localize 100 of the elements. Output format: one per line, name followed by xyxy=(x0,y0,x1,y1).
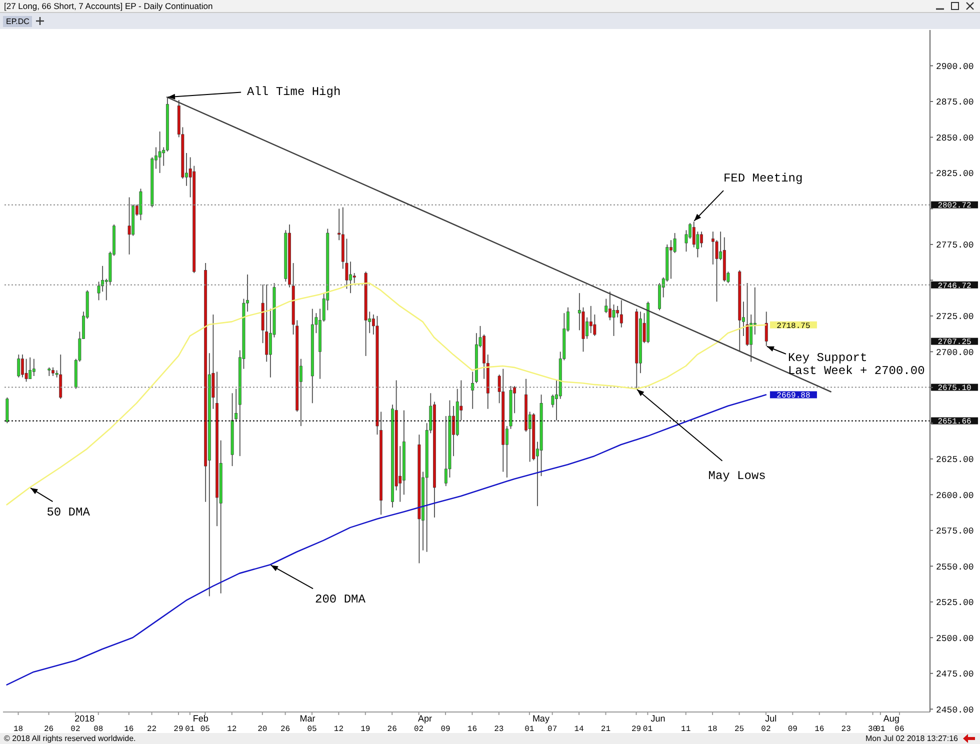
x-tick-label: 29 xyxy=(631,725,642,734)
annotation: FED Meeting xyxy=(723,172,803,186)
x-tick-label: 05 xyxy=(307,725,317,734)
x-tick-label: 21 xyxy=(600,725,611,734)
x-tick-label: 23 xyxy=(494,725,504,734)
text: Mon Jul 02 2018 13:27:16 xyxy=(865,734,958,743)
x-tick-label: 22 xyxy=(146,725,157,734)
candlestick xyxy=(444,416,448,487)
ref-line-label: 2675.10 xyxy=(938,384,972,394)
chart-title: [27 Long, 66 Short, 7 Accounts] EP - Daily Continuation xyxy=(4,1,213,11)
candlestick xyxy=(59,354,62,400)
candlestick xyxy=(750,314,753,362)
annotation: Key Support Last Week + 2700.00 xyxy=(788,350,925,378)
candlestick xyxy=(6,397,9,424)
y-tick-label: 2875.00 xyxy=(936,98,974,108)
x-tick-label: 01 xyxy=(524,725,534,734)
x-tick-label: 16 xyxy=(124,725,134,734)
candlestick xyxy=(471,371,474,410)
candlestick xyxy=(746,282,749,346)
x-tick-label: 05 xyxy=(200,725,210,734)
y-tick-label: 2775.00 xyxy=(936,240,974,251)
line-series xyxy=(6,282,767,506)
y-tick-label: 2450.00 xyxy=(936,705,974,716)
x-tick-label: 07 xyxy=(548,725,558,734)
y-tick-label: 2575.00 xyxy=(936,526,974,537)
text: Mar xyxy=(300,714,316,724)
text: Jun xyxy=(650,714,666,724)
x-tick-label: 29 xyxy=(174,725,184,734)
x-tick-label: 01 xyxy=(876,725,886,734)
y-tick-label: 2475.00 xyxy=(936,670,974,680)
text: Aug xyxy=(883,714,900,724)
x-tick-label: 09 xyxy=(440,725,451,734)
text: Apr xyxy=(418,714,432,724)
annotation: May Lows xyxy=(708,468,766,483)
x-tick-label: 12 xyxy=(334,725,344,734)
candlestick xyxy=(764,311,768,346)
x-tick-label: 06 xyxy=(894,725,904,734)
text: 2707.25 xyxy=(938,338,972,348)
x-tick-label: 09 xyxy=(788,725,798,734)
x-tick-label: 26 xyxy=(280,725,290,734)
candlestick xyxy=(352,272,356,284)
candlestick xyxy=(670,240,672,280)
data-label: 2718.75 xyxy=(776,322,810,331)
y-tick-label: 2825.00 xyxy=(936,169,974,180)
x-tick-label: 26 xyxy=(44,725,54,734)
x-tick-label: 02 xyxy=(761,725,771,734)
candlestick xyxy=(608,291,612,321)
candlestick xyxy=(17,354,20,378)
candlestick xyxy=(612,304,616,336)
text: © 2018 All rights reserved worldwide. xyxy=(4,734,136,743)
text: May xyxy=(532,714,550,724)
candlestick xyxy=(589,305,592,334)
ref-line-label: 2802.72 xyxy=(938,202,972,211)
candlestick xyxy=(21,354,24,378)
candlestick xyxy=(620,300,623,328)
x-tick-label: 11 xyxy=(681,725,691,734)
x-tick-label: 18 xyxy=(13,725,24,734)
y-tick-label: 2500.00 xyxy=(936,634,974,644)
x-tick-label: 02 xyxy=(70,725,80,734)
candlestick xyxy=(24,358,28,382)
candlestick xyxy=(128,196,131,255)
ref-line-label: 2746.72 xyxy=(938,282,972,291)
y-tick-label: 2850.00 xyxy=(936,133,974,144)
y-tick-label: 2600.00 xyxy=(936,490,974,501)
x-tick-label: 16 xyxy=(467,725,478,734)
ref-line-label: 2651.66 xyxy=(938,418,972,427)
text: Jul xyxy=(765,714,777,724)
x-tick-label: 01 xyxy=(642,725,653,734)
line-series xyxy=(6,394,767,686)
x-tick-label: 25 xyxy=(734,725,744,734)
candlestick xyxy=(700,231,703,248)
candlestick xyxy=(712,231,714,265)
candlestick xyxy=(265,284,268,362)
candlestick xyxy=(101,265,104,292)
x-tick-label: 20 xyxy=(258,725,268,734)
x-tick-label: 19 xyxy=(360,725,370,734)
candlestick xyxy=(349,261,352,294)
x-tick-label: 30 xyxy=(868,725,878,734)
data-label: 2669.88 xyxy=(776,392,810,401)
candlestick xyxy=(32,358,36,376)
x-tick-label: 12 xyxy=(227,725,237,734)
chart-subtitle: EP.DC xyxy=(3,16,32,27)
annotation: 200 DMA xyxy=(315,592,366,607)
x-tick-label: 08 xyxy=(94,725,104,734)
x-tick-label: 02 xyxy=(414,725,424,734)
x-tick-label: 01 xyxy=(185,725,195,734)
y-tick-label: 2700.00 xyxy=(936,348,974,358)
x-tick-label: 26 xyxy=(387,725,398,734)
annotation: 50 DMA xyxy=(46,506,91,520)
candlestick xyxy=(139,188,142,221)
candlestick xyxy=(616,305,620,318)
x-tick-label: 16 xyxy=(814,725,824,734)
y-tick-label: 2625.00 xyxy=(936,455,974,466)
text: Feb xyxy=(192,714,208,724)
candlestick xyxy=(28,356,32,380)
y-tick-label: 2550.00 xyxy=(936,562,974,572)
annotation: All Time High xyxy=(247,85,341,100)
x-tick-label: 18 xyxy=(708,725,718,734)
y-tick-label: 2525.00 xyxy=(936,598,974,608)
x-tick-label: 23 xyxy=(841,725,852,734)
